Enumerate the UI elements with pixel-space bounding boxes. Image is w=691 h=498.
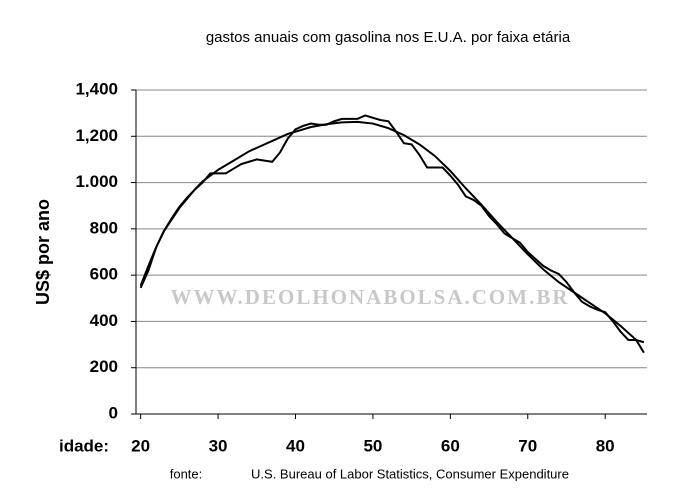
y-tick-label: 600 bbox=[90, 265, 118, 284]
y-tick-label: 1.000 bbox=[75, 172, 118, 191]
y-tick-label: 0 bbox=[109, 403, 118, 422]
chart-title: gastos anuais com gasolina nos E.U.A. po… bbox=[206, 29, 571, 46]
y-tick-label: 1,400 bbox=[75, 79, 118, 98]
x-axis-label: idade: bbox=[59, 436, 109, 455]
y-tick-label: 800 bbox=[90, 218, 118, 237]
x-tick-label: 50 bbox=[363, 436, 382, 455]
source: U.S. Bureau of Labor Statistics, Consume… bbox=[251, 466, 569, 481]
source-label: fonte: bbox=[170, 466, 203, 481]
x-tick-label: 20 bbox=[131, 436, 150, 455]
data-line bbox=[139, 114, 645, 344]
y-tick-label: 400 bbox=[90, 311, 118, 330]
data-line bbox=[139, 120, 645, 354]
watermark: WWW.DEOLHONABOLSA.COM.BR bbox=[170, 285, 569, 309]
x-tick-label: 30 bbox=[209, 436, 228, 455]
y-tick-label: 1,200 bbox=[75, 126, 118, 145]
x-tick-label: 60 bbox=[441, 436, 460, 455]
x-tick-label: 40 bbox=[286, 436, 305, 455]
y-tick-label: 200 bbox=[90, 357, 118, 376]
y-axis-label: US$ por ano bbox=[33, 199, 53, 305]
x-tick-label: 80 bbox=[596, 436, 615, 455]
x-tick-label: 70 bbox=[518, 436, 537, 455]
